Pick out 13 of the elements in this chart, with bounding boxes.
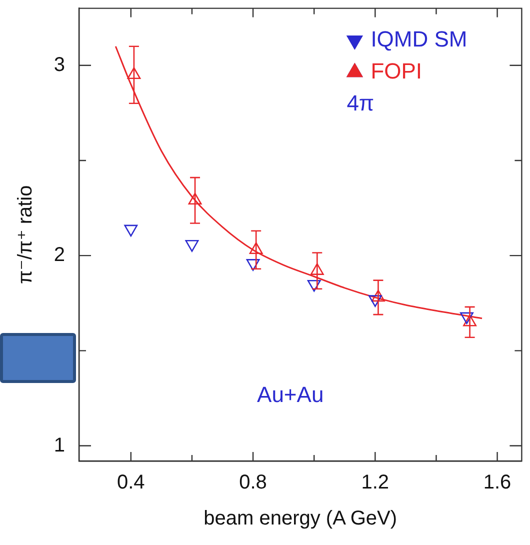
legend-label: FOPI: [370, 58, 422, 84]
y-tick-label: 2: [54, 244, 65, 266]
y-axis-title: π⁻/π⁺ ratio: [14, 185, 37, 284]
x-tick-label: 0.8: [239, 472, 267, 494]
y-tick-label: 1: [54, 434, 65, 456]
x-tick-label: 0.4: [116, 472, 145, 494]
legend-label: IQMD SM: [370, 26, 468, 52]
x-tick-label: 1.2: [361, 472, 390, 494]
y-tick-label: 3: [54, 54, 65, 76]
x-tick-label: 1.6: [483, 472, 512, 494]
x-axis-title: beam energy (A GeV): [204, 508, 398, 530]
annotation: Au+Au: [257, 382, 324, 408]
annotation: 4π: [346, 90, 374, 116]
